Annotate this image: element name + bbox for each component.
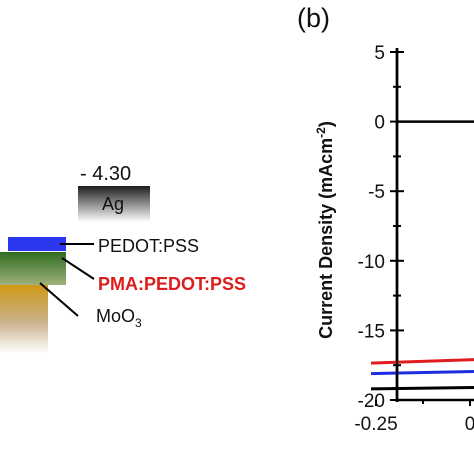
energy-level-diagram: - 4.30 Ag PEDOT:PSS PMA:PEDOT:PSS [0, 163, 246, 353]
y-tick-label: -15 [358, 321, 385, 342]
x-tick-label: 0 [465, 414, 474, 435]
moo3-level-bar [0, 283, 48, 353]
y-tick-label: 0 [374, 113, 385, 134]
moo3-label-subscript: 3 [135, 316, 142, 330]
chart-series [370, 48, 474, 402]
pedot-pss-level-bar [8, 237, 66, 251]
y-axis-label-superscript: -2 [314, 127, 328, 138]
x-tick-label: -0.25 [354, 414, 397, 435]
ag-label: Ag [102, 194, 124, 214]
y-axis-label-suffix: ) [316, 121, 336, 127]
work-function-label: - 4.30 [80, 163, 131, 185]
moo3-pointer [39, 282, 79, 317]
y-tick-label: -5 [368, 182, 385, 203]
moo3-label-main: MoO [96, 306, 135, 326]
ag-level-bar [78, 186, 150, 222]
chart-axes: 5 0 -5 -10 -15 -20-0.25 0 [354, 43, 474, 435]
y-tick-label: -20 [358, 391, 385, 412]
y-axis-label: Current Density (mAcm-2) [314, 121, 336, 339]
pma-pointer [61, 257, 95, 280]
panel-label: (b) [297, 3, 330, 33]
y-axis-label-main: Current Density (mAcm [316, 138, 336, 339]
moo3-label: MoO3 [96, 306, 142, 330]
jv-curve-1 [370, 370, 474, 376]
pedot-pss-label: PEDOT:PSS [98, 236, 199, 256]
pma-pedot-pss-label: PMA:PEDOT:PSS [98, 274, 246, 294]
y-tick-label: -10 [358, 252, 385, 273]
y-tick-label: 5 [374, 43, 385, 64]
jv-curve-0 [370, 386, 474, 391]
jv-chart: Current Density (mAcm-2) 50-5-10-15-20-0… [314, 43, 474, 435]
jv-curve-2 [370, 358, 474, 365]
pma-pedot-pss-level-bar [0, 252, 66, 285]
